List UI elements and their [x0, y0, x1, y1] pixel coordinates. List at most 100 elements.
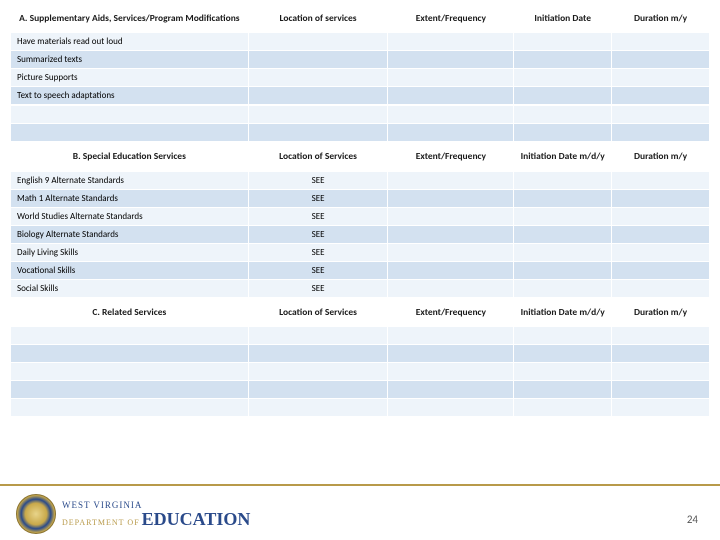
row-label: [11, 363, 249, 381]
cell: [388, 345, 514, 363]
row-label: [11, 345, 249, 363]
cell: [514, 171, 612, 189]
col-location: Location of Services: [248, 143, 388, 171]
section-b-title: B. Special Education Services: [11, 143, 249, 171]
table-row: Math 1 Alternate StandardsSEE: [11, 189, 710, 207]
table-row: World Studies Alternate StandardsSEE: [11, 207, 710, 225]
cell: [514, 261, 612, 279]
cell: [248, 345, 388, 363]
section-b-header-row: B. Special Education Services Location o…: [11, 143, 710, 171]
cell: [388, 261, 514, 279]
section-c-table: C. Related Services Location of Services…: [10, 298, 710, 417]
col-extent: Extent/Frequency: [388, 143, 514, 171]
cell: [388, 207, 514, 225]
cell: [514, 345, 612, 363]
col-extent: Extent/Frequency: [388, 5, 514, 33]
cell: [248, 69, 388, 87]
col-duration: Duration m/y: [612, 143, 710, 171]
cell: [612, 243, 710, 261]
cell: [388, 327, 514, 345]
cell: [388, 87, 514, 105]
cell: [514, 207, 612, 225]
cell: [388, 51, 514, 69]
cell: [612, 327, 710, 345]
cell: SEE: [248, 171, 388, 189]
cell: SEE: [248, 225, 388, 243]
row-label: Summarized texts: [11, 51, 249, 69]
table-row: Have materials read out loud: [11, 33, 710, 51]
row-label: Biology Alternate Standards: [11, 225, 249, 243]
table-row: Text to speech adaptations: [11, 87, 710, 105]
cell: SEE: [248, 261, 388, 279]
cell: [514, 189, 612, 207]
section-a-title: A. Supplementary Aids, Services/Program …: [11, 5, 249, 33]
cell: [612, 207, 710, 225]
cell: [248, 363, 388, 381]
section-a-header-row: A. Supplementary Aids, Services/Program …: [11, 5, 710, 33]
cell: [514, 243, 612, 261]
table-row: [11, 381, 710, 399]
cell: [514, 363, 612, 381]
cell: [612, 345, 710, 363]
blank-row: [11, 124, 710, 142]
cell: [388, 399, 514, 417]
row-label: [11, 327, 249, 345]
cell: [248, 399, 388, 417]
logo-edu: EDUCATION: [142, 510, 251, 528]
cell: [612, 363, 710, 381]
cell: SEE: [248, 279, 388, 297]
cell: [388, 363, 514, 381]
cell: [388, 279, 514, 297]
col-location: Location of services: [248, 5, 388, 33]
state-seal-icon: [16, 494, 56, 534]
row-label: Text to speech adaptations: [11, 87, 249, 105]
cell: [388, 171, 514, 189]
col-location: Location of Services: [248, 298, 388, 326]
cell: [612, 225, 710, 243]
row-label: [11, 381, 249, 399]
cell: [514, 33, 612, 51]
blank-row: [11, 106, 710, 124]
table-row: Summarized texts: [11, 51, 710, 69]
table-row: Picture Supports: [11, 69, 710, 87]
cell: [514, 51, 612, 69]
cell: [612, 171, 710, 189]
cell: [514, 327, 612, 345]
cell: [612, 261, 710, 279]
cell: [612, 279, 710, 297]
cell: SEE: [248, 189, 388, 207]
cell: [248, 33, 388, 51]
col-initiation: Initiation Date: [514, 5, 612, 33]
table-row: Social SkillsSEE: [11, 279, 710, 297]
section-a-table: A. Supplementary Aids, Services/Program …: [10, 4, 710, 105]
row-label: Picture Supports: [11, 69, 249, 87]
cell: [612, 399, 710, 417]
page-number: 24: [687, 513, 698, 526]
cell: [612, 381, 710, 399]
logo-dept: DEPARTMENT OF: [62, 519, 140, 527]
row-label: Math 1 Alternate Standards: [11, 189, 249, 207]
cell: [248, 51, 388, 69]
section-b-table: B. Special Education Services Location o…: [10, 142, 710, 297]
cell: [612, 33, 710, 51]
row-label: World Studies Alternate Standards: [11, 207, 249, 225]
section-c-title: C. Related Services: [11, 298, 249, 326]
cell: SEE: [248, 207, 388, 225]
cell: [514, 87, 612, 105]
row-label: Vocational Skills: [11, 261, 249, 279]
cell: SEE: [248, 243, 388, 261]
footer: WEST VIRGINIA DEPARTMENT OF EDUCATION 24: [0, 484, 720, 540]
spacer-rows-a: [10, 105, 710, 142]
wv-doe-logo: WEST VIRGINIA DEPARTMENT OF EDUCATION: [16, 494, 250, 534]
cell: [612, 69, 710, 87]
row-label: English 9 Alternate Standards: [11, 171, 249, 189]
table-row: [11, 399, 710, 417]
col-initiation: Initiation Date m/d/y: [514, 143, 612, 171]
table-row: Vocational SkillsSEE: [11, 261, 710, 279]
logo-line2: DEPARTMENT OF EDUCATION: [62, 510, 250, 528]
table-row: [11, 327, 710, 345]
table-row: [11, 363, 710, 381]
cell: [248, 381, 388, 399]
cell: [388, 243, 514, 261]
cell: [248, 327, 388, 345]
